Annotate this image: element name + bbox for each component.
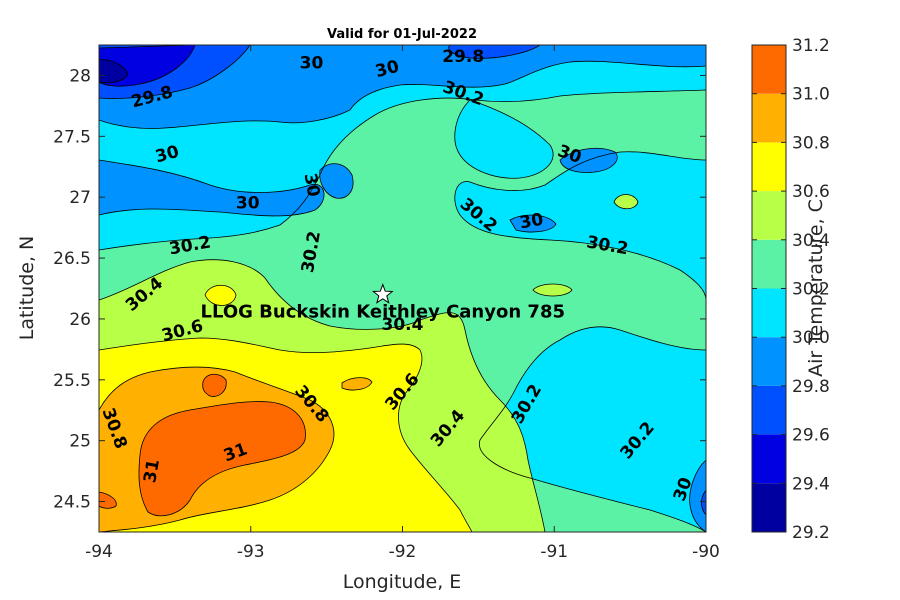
band-29.8-top [99, 45, 706, 129]
colorbar-tick-label: 30.8 [792, 133, 830, 153]
colorbar-segment [752, 93, 786, 143]
colorbar-tick-label: 29.4 [792, 474, 830, 494]
contour-label: 30 [236, 193, 260, 213]
x-axis: -94 -93 -92 -91 -90 [85, 45, 720, 562]
band-31.0-blob-outline [202, 373, 227, 397]
band-30.4-blob-a-outline [613, 194, 639, 210]
band-30.6-blob-c-outline [204, 284, 237, 306]
colorbar-label: Air Temperature, C [805, 199, 827, 377]
y-tick-label: 28 [69, 66, 91, 86]
y-tick-label: 27 [69, 188, 91, 208]
colorbar-segment [752, 239, 786, 289]
colorbar-tick-label: 31.0 [792, 85, 830, 105]
band-31.0-outline [138, 401, 306, 517]
y-tick-label: 26.5 [53, 249, 91, 269]
colorbar-tick-label: 30.6 [792, 182, 830, 202]
x-tick-label: -90 [692, 542, 720, 562]
colorbar-segment [752, 483, 786, 532]
colorbar-tick-label: 29.8 [792, 377, 830, 397]
band-30.8-blob-outline [341, 377, 373, 391]
band-31.0-left [99, 492, 117, 509]
contour-field [99, 45, 706, 532]
band-30.0-lower-right-outline [479, 326, 706, 532]
colorbar-segment [752, 191, 786, 240]
station-name: LLOG Buckskin Keithley Canyon 785 [201, 302, 565, 323]
band-29.8-left-outline [99, 159, 325, 217]
colorbar-segment [752, 385, 786, 435]
contour-label: 30 [300, 172, 324, 199]
y-tick-label: 25.5 [53, 371, 91, 391]
band-30.0-hole-upper [454, 100, 554, 179]
colorbar-tick-label: 29.6 [792, 426, 830, 446]
band-30.0-right [454, 151, 706, 300]
x-tick-label: -93 [237, 542, 265, 562]
x-tick-label: -91 [540, 542, 568, 562]
band-30.8-blob [342, 377, 372, 390]
band-29.8-blob-c-outline [319, 163, 354, 199]
y-tick-label: 24.5 [53, 493, 91, 513]
band-29.8-top-outline [99, 45, 706, 129]
band-31.0-blob [202, 374, 227, 397]
colorbar-tick-label: 30.4 [792, 231, 830, 251]
band-29.8-blob-cr-outline [509, 214, 557, 233]
band-29.2-top [99, 59, 128, 83]
colorbar-segment [752, 434, 786, 484]
band-31.0 [138, 401, 306, 516]
band-29.4-top-outline [99, 45, 196, 87]
band-30.0-lower-right [479, 326, 706, 532]
colorbar-tick-label: 30.2 [792, 280, 830, 300]
band-30.6-blob-c [205, 285, 236, 306]
contour-label: 31 [140, 458, 164, 485]
band-29.6-top2-outline [448, 45, 541, 59]
contour-label: 30 [518, 210, 545, 234]
colorbar-segment [752, 288, 786, 338]
band-29.8-blob-c [319, 163, 354, 199]
band-29.6-top-outline [99, 45, 251, 99]
colorbar: 29.2 29.4 29.6 29.8 30.0 30.2 30.4 30.6 30.8 31.0… [751, 36, 830, 543]
band-30.0-right-outline [454, 151, 706, 301]
band-31.0-left-outline [99, 491, 117, 509]
y-tick-label: 25 [69, 432, 91, 452]
band-30.4-outline [99, 259, 546, 532]
colorbar-tick-label: 31.2 [792, 36, 830, 56]
band-30.2-main-outline [99, 89, 706, 532]
band-29.8-lr-outline [689, 459, 706, 532]
colorbar-tick-label: 30.0 [792, 328, 830, 348]
contour-lines [99, 45, 706, 532]
band-30.4-blob-a [614, 194, 638, 209]
band-30.8-outline [99, 366, 335, 532]
colorbar-segment [752, 142, 786, 192]
y-tick-label: 27.5 [53, 127, 91, 147]
chart-title: Valid for 01-Jul-2022 [327, 27, 477, 42]
y-axis-label: Latitude, N [16, 236, 38, 341]
station-star-icon [371, 283, 394, 304]
station-marker: LLOG Buckskin Keithley Canyon 785 [201, 283, 565, 323]
colorbar-tick-label: 29.2 [792, 523, 830, 543]
contour-label: 30.4 [382, 315, 424, 335]
colorbar-segment [752, 337, 786, 386]
band-30.4-blob-b-outline [532, 283, 573, 297]
contour-label: 30 [300, 53, 324, 73]
band-29.6-top2 [448, 45, 540, 59]
x-axis-label: Longitude, E [343, 571, 462, 593]
band-29.8-blob-r-outline [559, 147, 618, 173]
band-29.2-top-outline [99, 59, 129, 84]
y-axis: 24.5 25 25.5 26 26.5 27 27.5 28 [53, 66, 706, 513]
band-29.8-left [99, 160, 325, 216]
band-29.8-lr [689, 460, 706, 532]
band-30.6-outline [99, 337, 473, 532]
band-30.4-blob-b [533, 284, 572, 296]
band-30.0-hole-upper-outline [454, 99, 554, 179]
contour-label: 29.8 [442, 47, 484, 67]
x-tick-label: -92 [389, 542, 417, 562]
y-tick-label: 26 [69, 310, 91, 330]
colorbar-segment [752, 45, 786, 94]
x-tick-label: -94 [85, 542, 113, 562]
band-29.8-blob-cr [510, 215, 556, 232]
